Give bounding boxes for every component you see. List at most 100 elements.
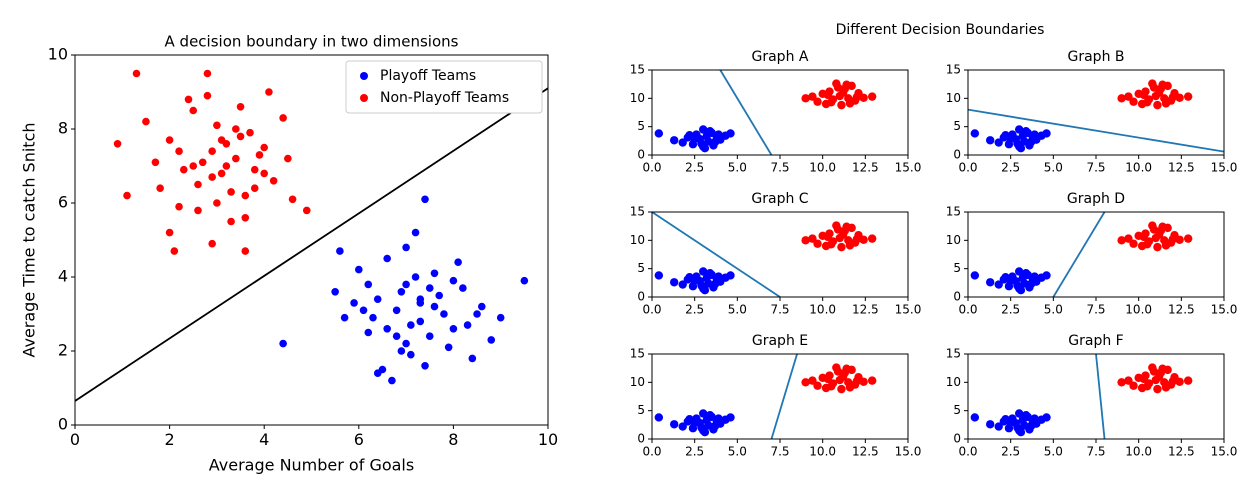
y-tick-label: 2 — [58, 341, 68, 360]
point — [113, 140, 122, 148]
point — [813, 239, 822, 248]
x-tick-label: 10.0 — [1125, 303, 1152, 317]
point — [1139, 232, 1148, 242]
x-tick-label: 12.5 — [852, 445, 879, 459]
y-tick-label: 15 — [630, 205, 645, 219]
y-tick-label: 0 — [637, 148, 645, 162]
point — [1042, 271, 1051, 280]
point — [994, 138, 1003, 147]
panel-title: Graph F — [1068, 333, 1123, 349]
point — [1030, 414, 1039, 423]
y-tick-label: 10 — [630, 375, 645, 389]
point — [213, 199, 221, 207]
point — [279, 339, 287, 348]
point — [1026, 279, 1036, 289]
x-tick-label: 0.0 — [642, 303, 661, 317]
point — [678, 138, 687, 147]
legend — [345, 60, 543, 114]
x-tick-label: 15.0 — [1211, 303, 1238, 317]
point — [189, 106, 198, 115]
point — [198, 158, 207, 167]
point — [383, 325, 391, 333]
x-tick-label: 0.0 — [958, 445, 977, 459]
point — [260, 143, 269, 152]
y-tick-label: 8 — [58, 119, 68, 138]
point — [1015, 284, 1024, 293]
point — [859, 93, 868, 102]
x-tick-label: 2.5 — [1001, 161, 1020, 175]
y-tick-label: 0 — [953, 290, 961, 304]
point — [1143, 382, 1152, 391]
y-tick-label: 10 — [630, 91, 645, 105]
point — [1183, 92, 1193, 101]
point — [837, 242, 846, 252]
y-tick-label: 0 — [637, 290, 645, 304]
point — [350, 299, 358, 307]
y-axis-label: Average Time to catch Snitch — [20, 122, 39, 357]
point — [397, 288, 406, 296]
y-tick-label: 15 — [946, 205, 961, 219]
point — [288, 195, 297, 204]
point — [710, 137, 720, 147]
x-tick-label: 15.0 — [895, 303, 922, 317]
point — [1175, 235, 1184, 244]
decision-boundary — [967, 108, 1225, 153]
point — [823, 232, 832, 242]
point — [1149, 83, 1159, 92]
y-tick-label: 0 — [58, 415, 68, 434]
x-tick-label: 2.5 — [1001, 303, 1020, 317]
point — [985, 420, 995, 429]
point — [1158, 364, 1167, 373]
point — [842, 364, 851, 373]
x-tick-label: 0.0 — [958, 303, 977, 317]
point — [397, 347, 406, 355]
point — [241, 214, 250, 222]
point — [402, 243, 410, 252]
x-tick-label: 0.0 — [642, 445, 661, 459]
point — [714, 414, 723, 423]
point — [142, 117, 150, 126]
point — [867, 92, 877, 101]
x-tick-label: 10.0 — [809, 161, 836, 175]
point — [1129, 97, 1138, 106]
point — [1042, 129, 1051, 138]
x-tick-label: 12.5 — [1168, 303, 1195, 317]
x-tick-label: 15.0 — [895, 445, 922, 459]
x-tick-label: 0.0 — [642, 161, 661, 175]
point — [654, 413, 664, 422]
point — [1124, 376, 1133, 385]
point — [383, 254, 391, 263]
x-tick-label: 0.0 — [958, 161, 977, 175]
point — [1021, 269, 1031, 278]
legend-label: Playoff Teams — [380, 68, 476, 84]
point — [496, 313, 505, 322]
x-tick-label: 2.5 — [685, 161, 704, 175]
point — [654, 271, 664, 280]
point — [416, 295, 425, 304]
point — [340, 313, 349, 322]
point — [1117, 378, 1126, 387]
point — [435, 291, 444, 300]
point — [208, 173, 216, 181]
y-tick-label: 15 — [630, 63, 645, 77]
point — [714, 130, 723, 139]
point — [669, 420, 679, 429]
point — [1153, 100, 1162, 110]
point — [402, 280, 410, 289]
point — [1015, 142, 1024, 151]
point — [132, 69, 141, 78]
point — [459, 284, 467, 292]
point — [852, 377, 861, 386]
point — [1158, 222, 1167, 231]
point — [1001, 414, 1010, 424]
y-tick-label: 15 — [946, 63, 961, 77]
point — [425, 332, 434, 341]
panel-title: Graph D — [1067, 191, 1125, 207]
axes-frame — [651, 69, 909, 156]
x-tick-label: 2 — [165, 430, 175, 449]
point — [852, 235, 861, 244]
point — [373, 369, 382, 378]
point — [699, 267, 708, 276]
point — [852, 93, 861, 102]
point — [1153, 384, 1162, 394]
